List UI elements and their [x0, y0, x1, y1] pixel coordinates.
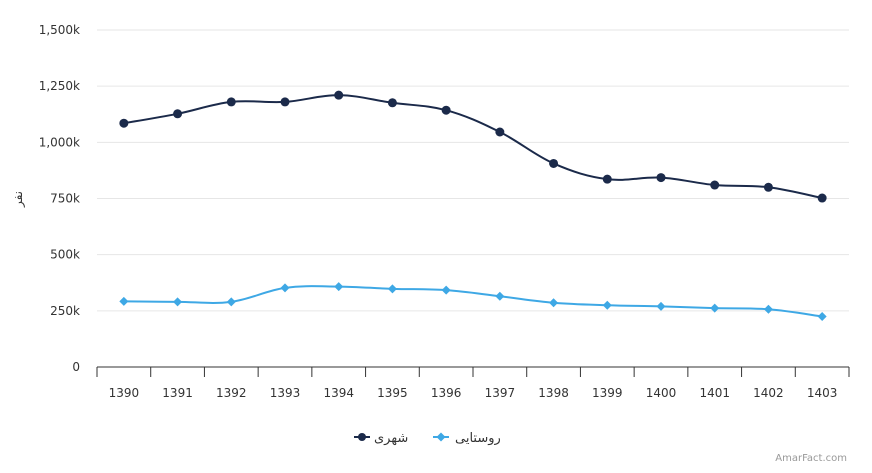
x-tick-label: 1402: [753, 386, 784, 400]
data-point[interactable]: [387, 98, 397, 108]
y-tick-label: 1,250k: [39, 79, 80, 93]
series-urban: [119, 90, 827, 203]
y-tick-label: 1,500k: [39, 23, 80, 37]
x-tick-label: 1398: [538, 386, 569, 400]
series-line: [123, 285, 823, 318]
data-point[interactable]: [226, 297, 236, 307]
data-point[interactable]: [549, 158, 559, 168]
data-point[interactable]: [334, 282, 344, 292]
x-tick-label: 1399: [592, 386, 623, 400]
series-layer: [119, 90, 827, 321]
y-tick-label: 1,000k: [39, 135, 80, 149]
series-rural: [119, 282, 827, 321]
legend-item[interactable]: روستایی: [433, 431, 501, 446]
y-tick-label: 500k: [50, 248, 80, 262]
data-point[interactable]: [119, 296, 129, 306]
legend-marker-icon: [358, 433, 366, 441]
data-point[interactable]: [495, 127, 505, 137]
x-tick-label: 1401: [699, 386, 730, 400]
data-point[interactable]: [173, 297, 183, 307]
data-point[interactable]: [226, 97, 236, 107]
series-line: [123, 94, 823, 200]
x-tick-label: 1395: [377, 386, 408, 400]
data-point[interactable]: [441, 285, 451, 295]
y-axis: 0 250k 500k 750k 1,000k 1,250k 1,500k: [39, 23, 80, 374]
data-point[interactable]: [710, 180, 720, 190]
legend-marker-icon: [436, 432, 446, 442]
data-point[interactable]: [656, 301, 666, 311]
x-tick-label: 1393: [270, 386, 301, 400]
legend-label: روستایی: [455, 431, 501, 446]
x-tick-label: 1397: [485, 386, 516, 400]
y-tick-label: 250k: [50, 304, 80, 318]
data-point[interactable]: [602, 174, 612, 184]
data-point[interactable]: [549, 298, 559, 308]
data-point[interactable]: [387, 284, 397, 294]
data-point[interactable]: [495, 291, 505, 301]
data-point[interactable]: [710, 303, 720, 313]
x-tick-label: 1403: [807, 386, 838, 400]
legend-label: شهری: [374, 431, 408, 446]
x-tick-label: 1391: [162, 386, 193, 400]
data-point[interactable]: [763, 304, 773, 314]
data-point[interactable]: [173, 109, 183, 119]
x-tick-label: 1394: [323, 386, 354, 400]
x-tick-label: 1396: [431, 386, 462, 400]
data-point[interactable]: [280, 283, 290, 293]
grid-lines: [97, 29, 849, 312]
data-point[interactable]: [280, 97, 290, 107]
data-point[interactable]: [817, 311, 827, 321]
legend[interactable]: شهری روستایی: [354, 431, 501, 446]
y-tick-label: 750k: [50, 192, 80, 206]
data-point[interactable]: [656, 173, 666, 183]
data-point[interactable]: [334, 90, 344, 100]
data-point[interactable]: [119, 118, 129, 128]
x-tick-label: 1390: [109, 386, 140, 400]
data-point[interactable]: [441, 105, 451, 115]
x-tick-label: 1400: [646, 386, 677, 400]
credit-text: AmarFact.com: [775, 453, 847, 464]
legend-item[interactable]: شهری: [354, 431, 408, 446]
x-axis: 1390 1391 1392 1393 1394 1395 1396 1397 1398 1399…: [96, 367, 850, 400]
y-tick-label: 0: [72, 360, 80, 374]
y-axis-label: نفر: [11, 191, 26, 208]
x-tick-label: 1392: [216, 386, 247, 400]
data-point[interactable]: [602, 300, 612, 310]
data-point[interactable]: [763, 182, 773, 192]
data-point[interactable]: [817, 193, 827, 203]
